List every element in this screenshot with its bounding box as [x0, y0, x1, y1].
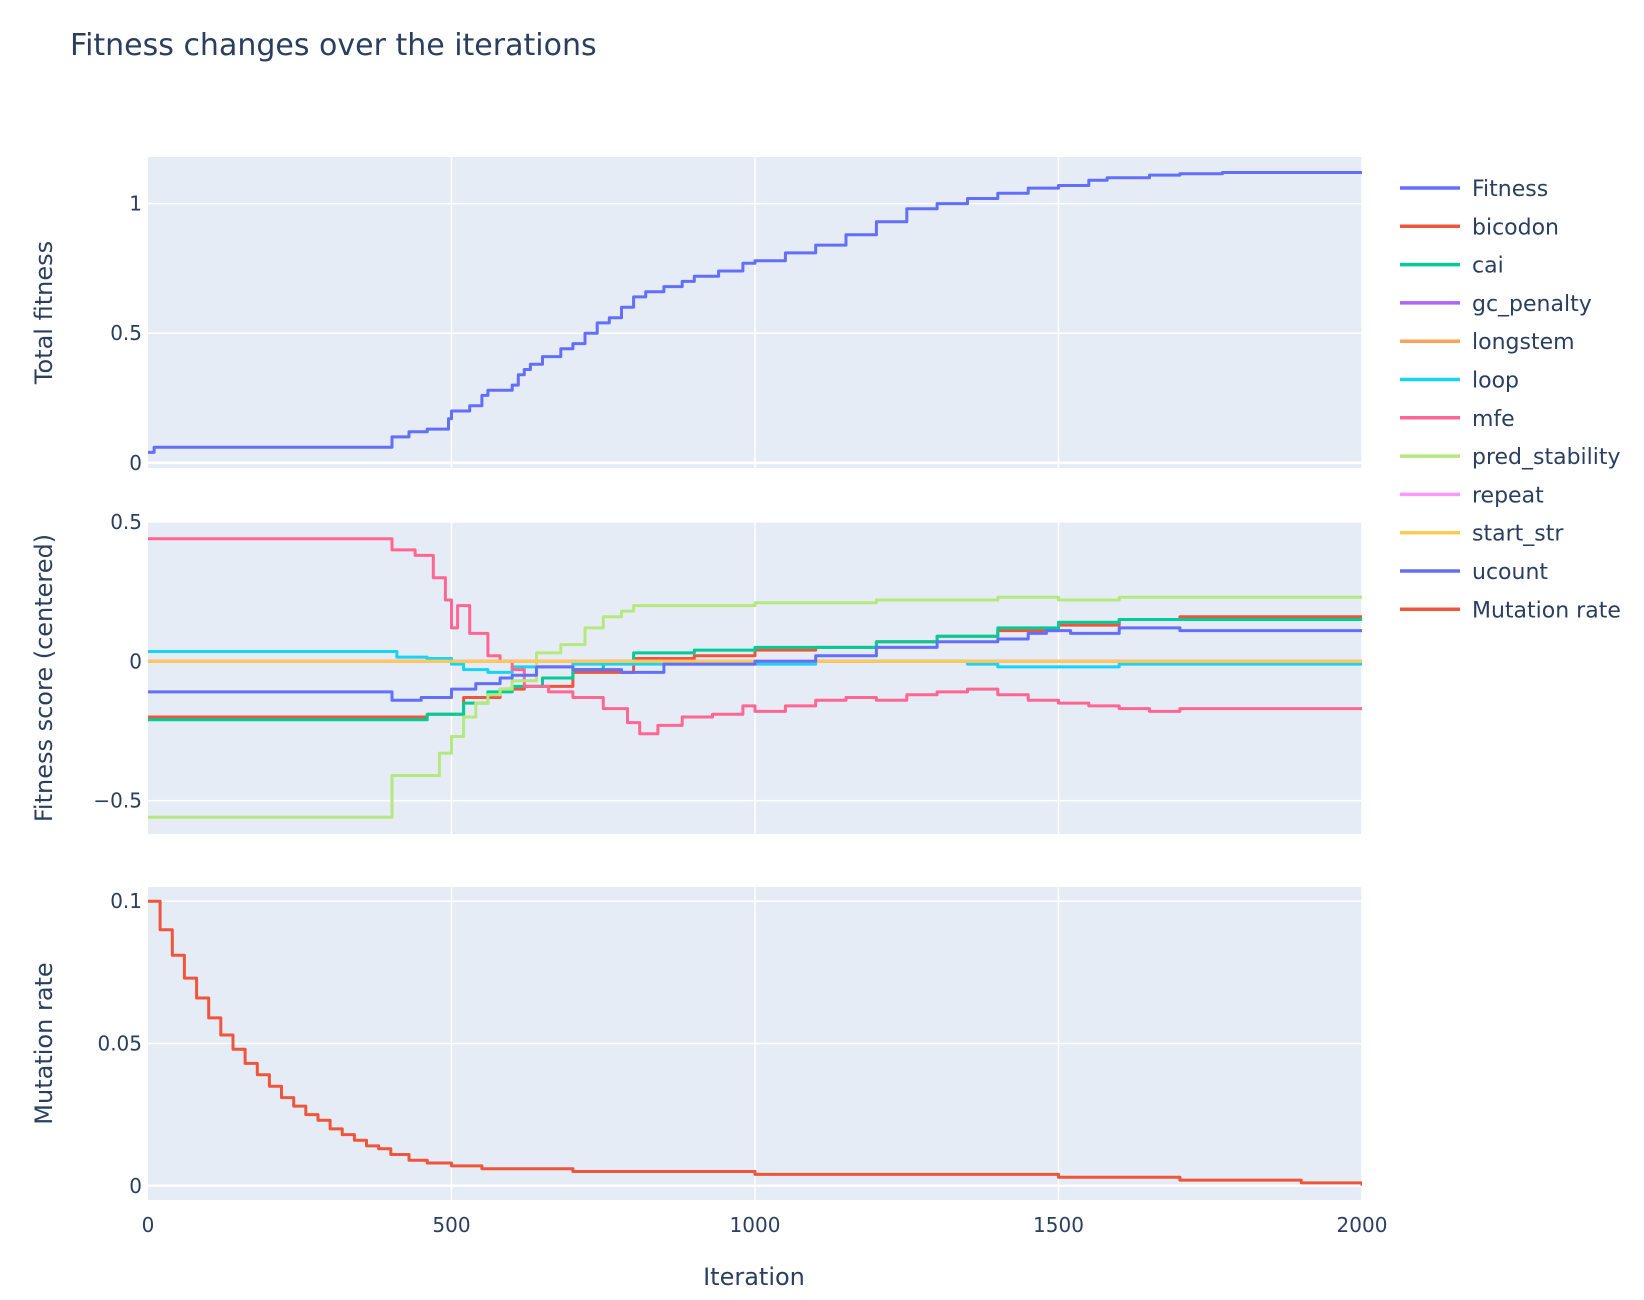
y-tick-label: 0: [129, 451, 142, 475]
legend-item[interactable]: cai: [1400, 254, 1504, 279]
x-tick-label: 1000: [730, 1213, 781, 1237]
y-tick-label: 0.5: [110, 510, 142, 534]
panel-2: −0.5 0 0.5 Fitness score (centered): [30, 510, 1363, 834]
legend-label: mfe: [1472, 407, 1515, 432]
series-line-ucount: [148, 626, 1362, 702]
legend-item[interactable]: longstem: [1400, 330, 1575, 355]
legend-item[interactable]: loop: [1400, 369, 1519, 394]
legend[interactable]: Fitness bicodon cai gc_penalty longstem loop m…: [1400, 177, 1621, 623]
legend-item[interactable]: ucount: [1400, 560, 1548, 585]
panel-3: 0 0.05 0.1 Mutation rate 0 500 1000 1500 2000: [30, 887, 1387, 1237]
y-axis-title: Fitness score (centered): [30, 534, 58, 822]
x-axis-title: Iteration: [703, 1263, 805, 1291]
legend-item[interactable]: gc_penalty: [1400, 292, 1592, 317]
legend-item[interactable]: start_str: [1400, 522, 1564, 547]
y-tick-label: 0.1: [110, 889, 142, 913]
series-line-mutation-rate: [148, 899, 1362, 1186]
legend-item[interactable]: Mutation rate: [1400, 598, 1621, 623]
y-axis-title: Total fitness: [30, 241, 58, 385]
y-tick-label: 0.5: [110, 321, 142, 345]
legend-item[interactable]: pred_stability: [1400, 445, 1621, 470]
y-tick-label: −0.5: [93, 789, 142, 813]
legend-label: repeat: [1472, 483, 1544, 508]
legend-item[interactable]: bicodon: [1400, 215, 1559, 240]
y-tick-label: 0.05: [97, 1032, 142, 1056]
x-tick-label: 1500: [1033, 1213, 1084, 1237]
panel-1: 0 0.5 1 Total fitness: [30, 157, 1363, 475]
legend-label: gc_penalty: [1472, 292, 1592, 317]
legend-label: Mutation rate: [1472, 598, 1621, 623]
legend-item[interactable]: Fitness: [1400, 177, 1548, 202]
legend-label: pred_stability: [1472, 445, 1621, 470]
panels: 0 0.5 1 Total fitness −0.5 0 0.5 Fitness score …: [30, 157, 1387, 1237]
series-line-pred-stability: [148, 595, 1362, 819]
legend-label: start_str: [1472, 522, 1564, 547]
legend-label: longstem: [1472, 330, 1575, 355]
x-tick-label: 500: [432, 1213, 470, 1237]
series-line-fitness: [148, 171, 1362, 454]
chart-title: Fitness changes over the iterations: [70, 28, 597, 63]
y-axis-title: Mutation rate: [30, 962, 58, 1124]
legend-label: cai: [1472, 254, 1504, 279]
legend-item[interactable]: mfe: [1400, 407, 1515, 432]
x-tick-label: 0: [142, 1213, 155, 1237]
series-line-mfe: [148, 537, 1362, 736]
legend-label: Fitness: [1472, 177, 1548, 202]
y-tick-label: 0: [129, 649, 142, 673]
y-tick-label: 1: [129, 192, 142, 216]
y-tick-label: 0: [129, 1174, 142, 1198]
legend-label: loop: [1472, 369, 1519, 394]
legend-item[interactable]: repeat: [1400, 483, 1544, 508]
legend-label: ucount: [1472, 560, 1548, 585]
x-tick-label: 2000: [1337, 1213, 1388, 1237]
legend-label: bicodon: [1472, 215, 1559, 240]
